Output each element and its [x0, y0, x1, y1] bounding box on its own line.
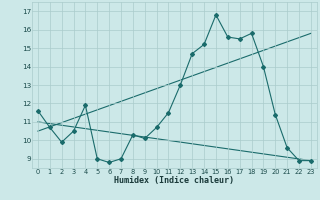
X-axis label: Humidex (Indice chaleur): Humidex (Indice chaleur)	[115, 176, 234, 185]
